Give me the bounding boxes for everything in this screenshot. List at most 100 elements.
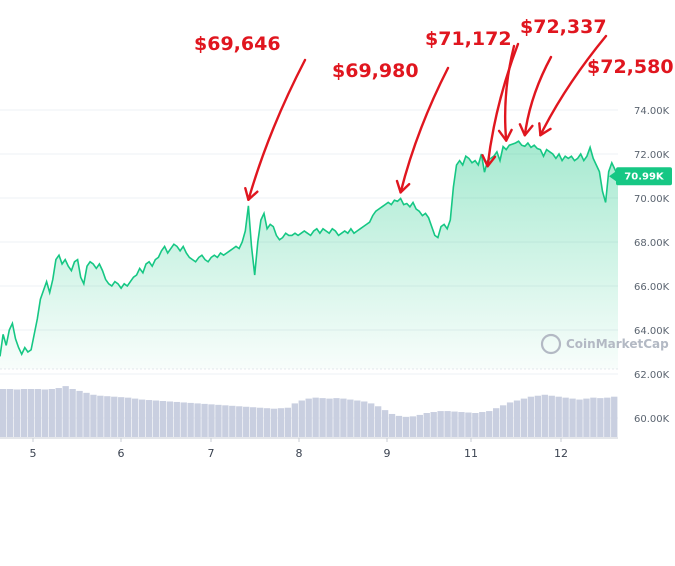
x-tick-label: 6 (118, 447, 125, 460)
volume-bar (173, 401, 180, 437)
y-tick-label: 72.00K (634, 150, 670, 161)
volume-bar (562, 397, 569, 437)
price-series-line (0, 140, 619, 357)
volume-bar (270, 408, 278, 437)
x-tick-label: 12 (554, 447, 568, 460)
volume-bar (90, 394, 97, 437)
volume-bar (520, 398, 528, 437)
volume-bar (97, 395, 104, 437)
annotation-label: $72,337 (520, 16, 607, 38)
volume-bar (256, 407, 264, 437)
volume-bar (486, 411, 493, 437)
volume-bar (152, 400, 160, 437)
y-tick-label: 62.00K (634, 370, 670, 381)
volume-bar (402, 416, 410, 437)
volume-bar (555, 396, 562, 437)
volume-bar (388, 413, 396, 437)
annotation-arrowhead-icon (481, 154, 497, 168)
volume-bar (305, 398, 312, 437)
volume-bar (243, 406, 250, 437)
volume-bar (284, 407, 292, 437)
annotation-label: $69,980 (332, 60, 419, 82)
annotation-arrow (399, 66, 450, 194)
volume-bar (83, 392, 90, 437)
volume-bar (187, 402, 194, 437)
volume-bar (263, 408, 271, 437)
annotation-arrowhead-icon (538, 122, 552, 137)
volume-bar (222, 405, 229, 437)
volume-bar (604, 397, 611, 437)
volume-bar (249, 407, 257, 437)
volume-bar (576, 399, 583, 437)
annotation-arrow (486, 42, 520, 168)
volume-bar (347, 399, 354, 437)
volume-bar (291, 403, 298, 437)
volume-bar (34, 389, 42, 437)
volume-bar (527, 396, 535, 437)
volume-bar (20, 389, 28, 437)
volume-bar (381, 410, 389, 437)
current-price-label: 70.99K (624, 172, 665, 183)
volume-bar (319, 398, 326, 437)
volume-bar (458, 412, 465, 437)
volume-bar (118, 397, 125, 437)
volume-bar (451, 411, 458, 437)
volume-bar (333, 398, 340, 437)
x-tick-label: 7 (208, 447, 215, 460)
current-price-tag: 70.99K (609, 167, 672, 186)
volume-bar (27, 389, 35, 437)
volume-bar (423, 413, 430, 437)
volume-bar (298, 400, 305, 437)
volume-bar (513, 400, 521, 437)
annotation-arrow (539, 34, 608, 137)
annotation-arrowhead-icon (497, 128, 513, 142)
y-tick-label: 68.00K (634, 238, 670, 249)
volume-bar (361, 401, 368, 437)
volume-bar (326, 398, 333, 437)
y-tick-label: 60.00K (634, 414, 670, 425)
volume-bar (499, 405, 507, 437)
watermark: CoinMarketCap (540, 333, 669, 355)
volume-bar (340, 398, 347, 437)
volume-bar (41, 389, 49, 437)
volume-bar (611, 396, 618, 437)
volume-bar (395, 415, 403, 437)
annotation-arrow (523, 55, 553, 137)
volume-bar (277, 408, 285, 437)
volume-bar (104, 396, 111, 437)
volume-bar (208, 404, 215, 437)
annotation-arrow (247, 58, 307, 201)
annotation-label: $69,646 (194, 33, 281, 55)
price-annotations: $69,646 $69,980 $71,172 $72,337 $72,580 (194, 16, 674, 201)
y-tick-label: 74.00K (634, 106, 670, 117)
volume-bar (583, 398, 590, 437)
volume-bar (444, 411, 451, 437)
volume-bar (548, 395, 555, 437)
volume-bar (166, 401, 173, 437)
volume-bar (506, 402, 514, 437)
volume-bar (430, 412, 437, 437)
annotation-arrowhead-icon (518, 123, 534, 137)
volume-bar (145, 400, 153, 437)
volume-bar (472, 413, 479, 437)
y-tick-label: 64.00K (634, 326, 670, 337)
annotation-label: $71,172 (425, 28, 512, 50)
volume-bar (465, 412, 472, 437)
volume-bar (194, 403, 201, 437)
annotation-label: $72,580 (587, 56, 674, 78)
volume-bars (0, 386, 618, 437)
volume-bar (493, 408, 500, 437)
volume-bar (0, 389, 7, 437)
volume-bar (55, 388, 62, 437)
volume-bar (354, 400, 361, 437)
volume-bar (569, 398, 576, 437)
annotation-arrowhead-icon (244, 187, 259, 201)
y-axis: 74.00K 72.00K 70.00K 68.00K 66.00K 64.00K 62.0… (634, 106, 670, 425)
volume-bar (479, 412, 486, 437)
volume-bar (48, 389, 55, 437)
coinmarketcap-logo-icon (540, 333, 562, 355)
volume-bar (180, 402, 187, 437)
volume-bar (541, 394, 548, 437)
volume-bar (13, 389, 21, 437)
